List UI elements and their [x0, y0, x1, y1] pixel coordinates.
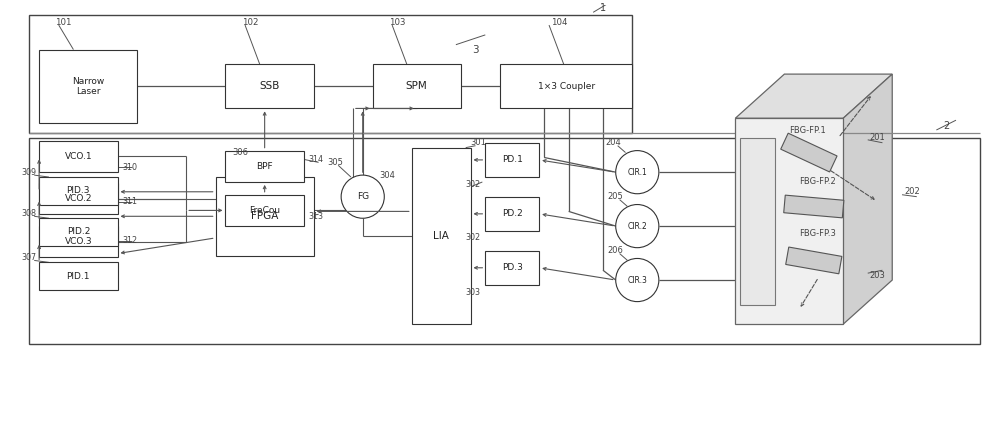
Text: 104: 104	[551, 18, 567, 27]
Bar	[216, 177, 314, 255]
Bar	[39, 141, 118, 172]
Text: 305: 305	[327, 158, 343, 167]
Bar	[39, 50, 137, 123]
Text: 301: 301	[470, 138, 486, 147]
Text: SPM: SPM	[406, 81, 428, 91]
Text: FBG-FP.2: FBG-FP.2	[799, 178, 836, 187]
Text: 307: 307	[22, 253, 37, 262]
Text: PD.2: PD.2	[502, 210, 523, 218]
Polygon shape	[786, 247, 842, 274]
Bar	[225, 195, 304, 226]
Polygon shape	[735, 74, 892, 118]
Text: 2: 2	[943, 121, 949, 131]
Bar	[740, 138, 775, 305]
Bar	[39, 262, 118, 290]
Text: FBG-FP.1: FBG-FP.1	[789, 125, 826, 134]
Text: 101: 101	[55, 18, 72, 27]
Bar	[39, 177, 118, 204]
Text: 309: 309	[22, 168, 37, 177]
Text: 303: 303	[465, 288, 480, 297]
Text: 312: 312	[123, 236, 138, 245]
Text: PD.3: PD.3	[502, 263, 523, 272]
Text: Narrow
Laser: Narrow Laser	[72, 76, 104, 96]
Text: FBG-FP.3: FBG-FP.3	[799, 230, 836, 238]
Text: 103: 103	[389, 18, 405, 27]
Text: CIR.2: CIR.2	[627, 221, 647, 231]
Text: 3: 3	[472, 45, 479, 54]
Text: 308: 308	[22, 209, 37, 218]
Bar	[39, 183, 118, 214]
Text: FPGA: FPGA	[251, 211, 278, 221]
Bar	[29, 15, 632, 133]
Text: 311: 311	[123, 197, 138, 206]
Text: 313: 313	[308, 212, 323, 221]
Text: LIA: LIA	[433, 231, 449, 241]
Text: SSB: SSB	[259, 81, 280, 91]
Text: 202: 202	[904, 187, 920, 196]
Text: PID.3: PID.3	[67, 186, 90, 196]
Text: FG: FG	[357, 192, 369, 201]
Text: 205: 205	[608, 192, 624, 201]
Bar	[412, 147, 471, 324]
Bar	[39, 218, 118, 246]
Text: BPF: BPF	[256, 162, 273, 171]
Bar	[500, 64, 632, 108]
Text: 302: 302	[465, 233, 480, 242]
Text: PID.1: PID.1	[67, 272, 90, 280]
Text: CIR.3: CIR.3	[627, 275, 647, 284]
Text: 314: 314	[308, 155, 323, 164]
Bar	[485, 197, 539, 231]
Polygon shape	[781, 133, 837, 172]
Bar	[373, 64, 461, 108]
Bar	[29, 138, 980, 344]
Bar	[225, 150, 304, 182]
Circle shape	[616, 258, 659, 302]
Bar	[485, 143, 539, 177]
Text: 206: 206	[608, 246, 624, 255]
Bar	[225, 64, 314, 108]
Text: VCO.1: VCO.1	[65, 152, 92, 161]
Circle shape	[616, 150, 659, 194]
Polygon shape	[784, 195, 844, 218]
Text: 204: 204	[605, 138, 621, 147]
Text: 203: 203	[870, 271, 885, 280]
Bar	[735, 118, 843, 324]
Text: 306: 306	[232, 148, 248, 157]
Text: PD.1: PD.1	[502, 156, 523, 164]
Text: 102: 102	[242, 18, 258, 27]
Text: CIR.1: CIR.1	[627, 168, 647, 177]
Bar	[39, 226, 118, 258]
Text: 201: 201	[870, 133, 885, 142]
Text: 302: 302	[465, 181, 480, 190]
Text: VCO.3: VCO.3	[65, 237, 92, 246]
Text: VCO.2: VCO.2	[65, 194, 92, 203]
Text: 304: 304	[379, 170, 395, 180]
Bar	[485, 251, 539, 285]
Text: FreCou: FreCou	[249, 206, 280, 215]
Circle shape	[616, 204, 659, 248]
Circle shape	[341, 175, 384, 218]
Text: PID.2: PID.2	[67, 227, 90, 236]
Text: 1×3 Coupler: 1×3 Coupler	[538, 82, 595, 91]
Text: 1: 1	[600, 3, 606, 14]
Text: 310: 310	[123, 163, 138, 172]
Polygon shape	[843, 74, 892, 324]
